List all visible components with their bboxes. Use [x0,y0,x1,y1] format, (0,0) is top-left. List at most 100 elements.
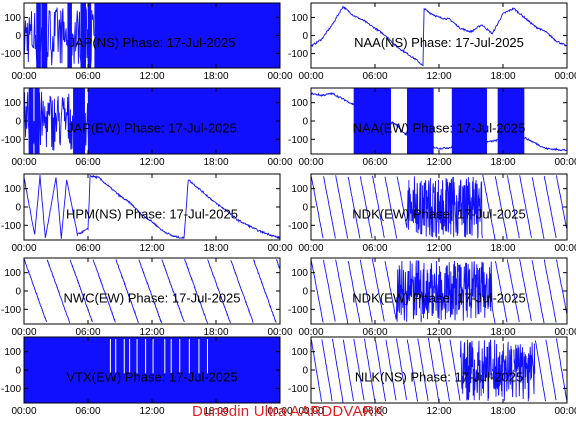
x-tick-label: 06:00 [362,243,387,254]
y-tick-label: -100 [1,49,21,60]
series-line [311,258,567,324]
series-group [311,174,567,240]
panel-title: VTX(EW) Phase: 17-Jul-2025 [66,370,237,385]
x-tick-label: 00:00 [11,71,36,82]
saturated-band [87,88,93,154]
y-tick-label: -100 [1,305,21,316]
y-tick-label: -100 [1,135,21,146]
x-tick-label: 18:00 [203,71,228,82]
x-tick-label: 00:00 [554,406,576,417]
series-group [24,174,280,240]
saturated-band [73,88,79,154]
x-tick-label: 00:00 [11,327,36,338]
panel-9: 100 0 -100 00:00 06:00 12:00 18:00 00:00 NLK(NS)… [288,336,576,417]
x-tick-label: 00:00 [267,406,292,417]
x-tick-label: 12:00 [426,327,451,338]
x-tick-label: 12:00 [426,71,451,82]
y-tick-label: 0 [15,366,21,377]
series-line [24,174,280,240]
x-tick-label: 18:00 [490,71,515,82]
panel-title: NAA(NS) Phase: 17-Jul-2025 [354,35,524,50]
x-tick-label: 12:00 [139,243,164,254]
panel-title: HPM(NS) Phase: 17-Jul-2025 [66,207,238,222]
x-tick-label: 00:00 [267,243,292,254]
y-tick-label: 100 [4,268,21,279]
panel-8: 100 0 -100 00:00 06:00 12:00 18:00 00:00 VTX(EW)… [1,336,293,417]
x-tick-label: 06:00 [75,327,100,338]
y-tick-label: 100 [291,98,308,109]
saturated-band [451,88,487,154]
saturated-band [80,3,87,68]
panel-0: 100 0 -100 00:00 06:00 12:00 18:00 00:00 JAP(NS)… [1,2,293,82]
y-tick-label: 0 [302,287,308,298]
x-tick-label: 06:00 [75,243,100,254]
saturated-band [79,88,85,154]
x-tick-label: 00:00 [298,243,323,254]
series-group [311,88,567,154]
x-tick-label: 00:00 [267,157,292,168]
x-tick-label: 00:00 [11,406,36,417]
y-tick-label: 0 [302,31,308,42]
saturated-band [28,88,34,154]
y-tick-label: 0 [302,203,308,214]
y-tick-label: -100 [1,384,21,395]
series-group [311,5,567,67]
y-tick-label: 100 [291,347,308,358]
series-group [24,337,280,403]
x-tick-label: 12:00 [139,406,164,417]
series-group [24,3,280,68]
panel-title: NDK(EW) Phase: 17-Jul-2025 [352,207,525,222]
panel-7: 100 0 -100 00:00 06:00 12:00 18:00 00:00 NDK(EW)… [288,257,576,338]
series-group [311,258,567,324]
saturated-band [81,3,84,68]
y-tick-label: 0 [15,203,21,214]
y-tick-label: -100 [288,49,308,60]
saturated-band [87,3,92,68]
series-line [311,338,567,403]
x-tick-label: 00:00 [298,157,323,168]
x-tick-label: 00:00 [298,327,323,338]
x-tick-label: 06:00 [362,406,387,417]
y-tick-label: 100 [4,98,21,109]
saturated-band [42,3,47,68]
y-tick-label: 0 [15,117,21,128]
footer-label: Dunedin Ultra AARDDVARK [192,403,384,420]
series-line [311,5,567,67]
x-tick-label: 00:00 [11,243,36,254]
x-tick-label: 06:00 [75,71,100,82]
x-tick-label: 18:00 [490,157,515,168]
y-tick-label: -100 [1,221,21,232]
y-tick-label: 100 [291,184,308,195]
saturated-band [68,3,72,68]
x-tick-label: 00:00 [298,71,323,82]
x-tick-label: 06:00 [362,157,387,168]
x-tick-label: 00:00 [554,243,576,254]
x-tick-label: 12:00 [139,71,164,82]
panel-4: 100 0 -100 00:00 06:00 12:00 18:00 00:00 HPM(NS)… [1,173,293,254]
x-tick-label: 00:00 [11,157,36,168]
saturated-band [36,3,41,68]
panel-2: 100 0 -100 00:00 06:00 12:00 18:00 00:00 JAP(EW)… [1,87,293,168]
x-tick-label: 18:00 [203,243,228,254]
series-line [24,258,280,324]
x-tick-label: 12:00 [426,406,451,417]
saturated-region [92,88,280,154]
y-tick-label: 100 [4,13,21,24]
x-tick-label: 00:00 [554,71,576,82]
y-tick-label: 0 [15,31,21,42]
x-tick-label: 18:00 [490,243,515,254]
series-line [311,174,567,240]
saturated-region [94,3,280,68]
series-group [24,88,280,154]
y-tick-label: -100 [288,135,308,146]
y-tick-label: 100 [4,184,21,195]
y-tick-label: 100 [291,13,308,24]
x-tick-label: 06:00 [75,157,100,168]
y-tick-label: -100 [288,384,308,395]
x-tick-label: 06:00 [362,327,387,338]
panel-1: 100 0 -100 00:00 06:00 12:00 18:00 00:00 NAA(NS)… [288,2,576,82]
saturated-band [41,3,45,68]
panel-title: JAP(EW) Phase: 17-Jul-2025 [67,121,237,136]
saturated-region [24,337,280,403]
